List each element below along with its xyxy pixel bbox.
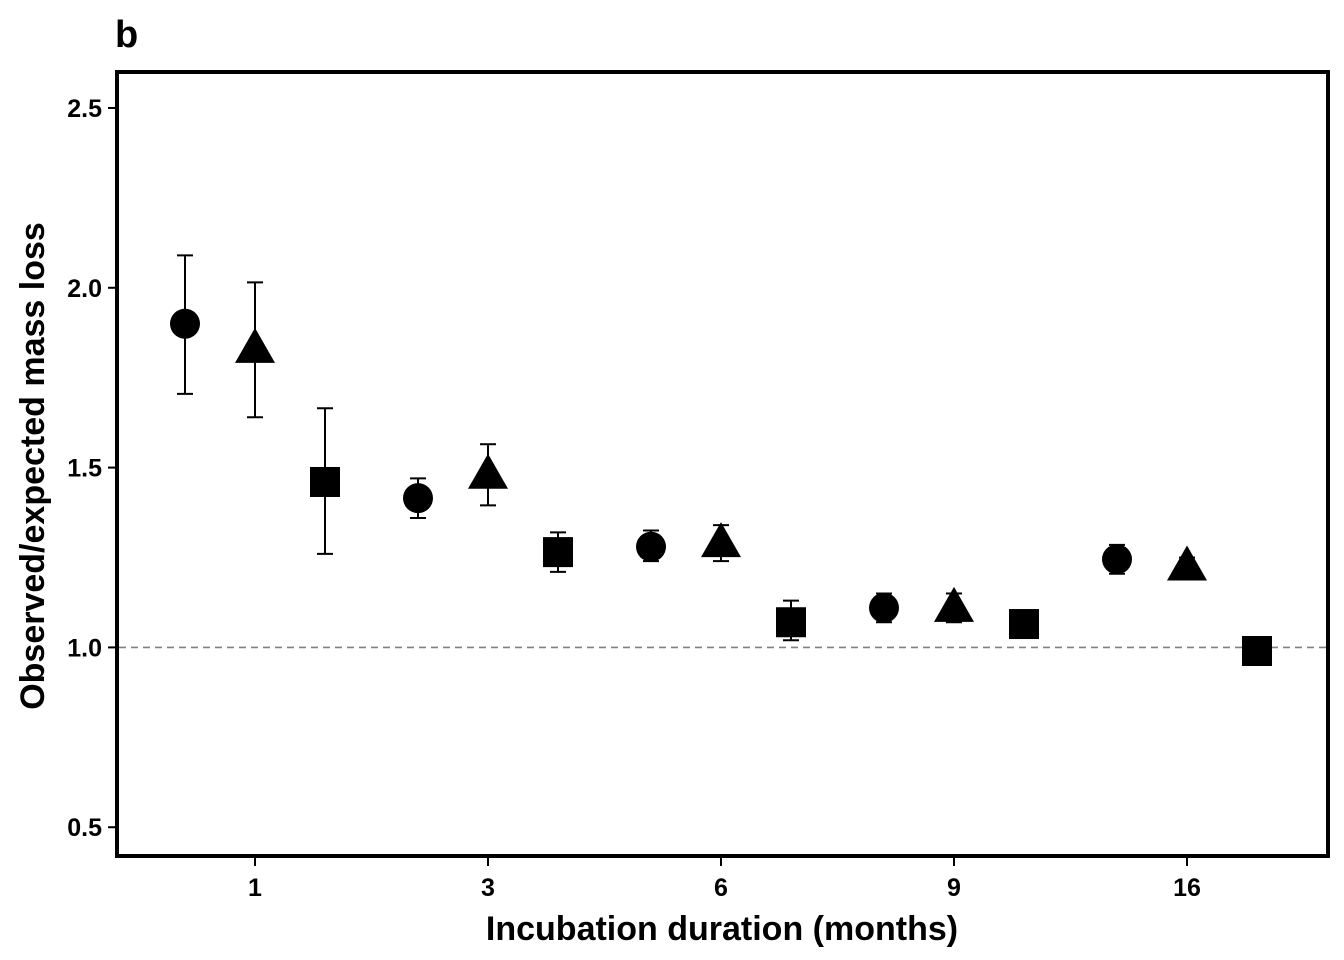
x-tick-label: 9 <box>947 874 961 902</box>
square-point <box>775 607 806 638</box>
x-axis-title: Incubation duration (months) <box>486 910 958 948</box>
y-tick-label: 1.0 <box>67 634 102 662</box>
square-point <box>542 537 573 568</box>
y-tick-label: 2.5 <box>67 95 102 123</box>
triangle-point <box>468 453 508 489</box>
circle-point <box>1102 544 1133 575</box>
triangle-point <box>235 327 275 363</box>
square-point <box>1008 609 1039 640</box>
square-point <box>309 466 340 497</box>
y-tick-label: 1.5 <box>67 455 102 483</box>
square-point <box>1241 636 1272 667</box>
triangle-point <box>934 586 974 622</box>
y-tick-label: 0.5 <box>67 814 102 842</box>
circle-point <box>403 483 434 514</box>
triangle-point <box>701 522 741 558</box>
x-tick-label: 6 <box>714 874 728 902</box>
triangle-point <box>1167 545 1207 581</box>
x-tick-label: 16 <box>1173 874 1201 902</box>
circle-point <box>170 308 201 339</box>
panel-label: b <box>115 14 138 56</box>
data-marks <box>170 254 1272 667</box>
y-tick-label: 2.0 <box>67 275 102 303</box>
x-tick-label: 3 <box>481 874 495 902</box>
x-axis: 1 3 6 9 16 <box>248 856 1201 902</box>
plot-frame <box>115 70 1330 858</box>
y-axis: 0.5 1.0 1.5 2.0 2.5 <box>67 95 117 842</box>
y-axis-title: Observed/expected mass loss <box>14 222 52 710</box>
circle-point <box>869 592 900 623</box>
circle-point <box>636 531 667 562</box>
x-tick-label: 1 <box>248 874 262 902</box>
